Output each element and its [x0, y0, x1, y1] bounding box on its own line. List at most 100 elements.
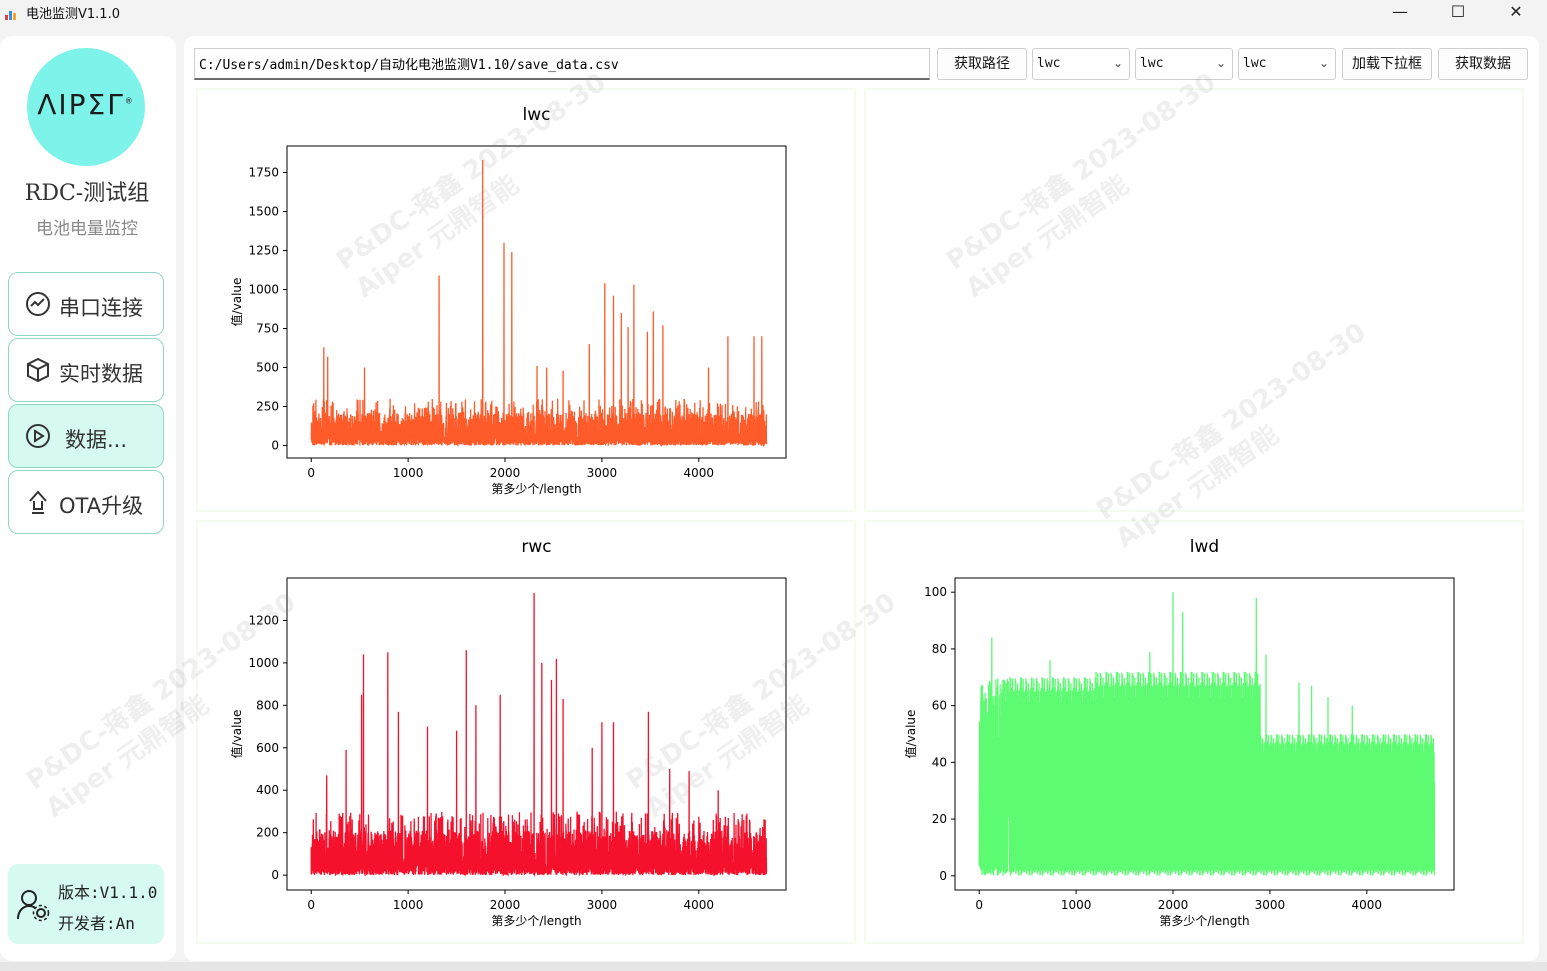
rwc-chart: rwc 0 1000 2000 3000 4000 0 200 400 600 800 1000 120… — [229, 537, 787, 928]
nav-label: 实时数据 — [59, 362, 143, 386]
chevron-down-icon: ⌄ — [1215, 56, 1226, 70]
nav-label: OTA升级 — [59, 494, 144, 518]
lwd-chart: lwd 0 1000 2000 3000 4000 0 20 40 60 80 100 第多少个/len… — [903, 537, 1455, 928]
chart-title: rwc — [521, 537, 551, 557]
y-tick-label: 400 — [256, 783, 279, 797]
x-tick-label: 4000 — [684, 466, 715, 480]
y-tick-label: 100 — [924, 585, 947, 599]
window-title: 电池监测V1.1.0 — [26, 7, 120, 22]
version-label: 版本:V1.1.0 — [58, 883, 158, 902]
data-series-line — [310, 592, 768, 878]
x-tick-label: 3000 — [587, 898, 618, 912]
plot-frame — [954, 577, 1455, 891]
x-tick-label: 2000 — [490, 898, 521, 912]
y-axis-label: 值/value — [229, 278, 244, 327]
chart-title: lwd — [1190, 537, 1219, 557]
y-tick-label: 1000 — [248, 283, 279, 297]
y-tick-label: 60 — [932, 699, 947, 713]
series-select-3[interactable]: lwc ⌄ — [1238, 48, 1336, 80]
y-tick-label: 80 — [932, 642, 947, 656]
select-value: lwc — [1140, 56, 1164, 71]
nav-data-button[interactable]: 数据... — [8, 404, 164, 468]
x-tick-label: 1000 — [393, 466, 424, 480]
x-tick-label: 2000 — [1158, 898, 1189, 912]
nav-realtime-data-button[interactable]: 实时数据 — [8, 338, 164, 402]
y-tick-label: 1250 — [248, 244, 279, 258]
x-tick-label: 1000 — [1061, 898, 1092, 912]
x-tick-label: 1000 — [393, 898, 424, 912]
nav-ota-upgrade-button[interactable]: OTA升级 — [8, 470, 164, 534]
chart-circle-icon — [26, 292, 50, 316]
x-tick-label: 0 — [975, 898, 983, 912]
x-tick-label: 0 — [307, 898, 315, 912]
y-tick-label: 250 — [256, 400, 279, 414]
plot-panel-top-right-empty — [864, 88, 1524, 512]
get-data-button[interactable]: 获取数据 — [1438, 48, 1528, 80]
nav-serial-connection-button[interactable]: 串口连接 — [8, 272, 164, 336]
y-tick-label: 20 — [932, 812, 947, 826]
plot-panel-top-left: lwc 0 1000 2000 3000 4000 0 250 500 750 1000 1250 15… — [196, 88, 856, 512]
y-tick-label: 0 — [271, 439, 279, 453]
logo-text: ΛIPΣΓ® — [37, 88, 135, 121]
plot-frame — [286, 145, 787, 459]
y-tick-label: 1750 — [248, 166, 279, 180]
x-axis-label: 第多少个/length — [1159, 914, 1249, 928]
x-tick-label: 2000 — [490, 466, 521, 480]
aiper-logo: ΛIPΣΓ® — [27, 48, 145, 166]
y-tick-label: 40 — [932, 755, 947, 769]
x-tick-label: 4000 — [1352, 898, 1383, 912]
series-select-1[interactable]: lwc ⌄ — [1032, 48, 1130, 80]
plot-panel-bottom-right: lwd 0 1000 2000 3000 4000 0 20 40 60 80 100 第多少个/len… — [864, 520, 1524, 944]
minimize-button[interactable]: — — [1392, 2, 1408, 21]
x-tick-label: 0 — [307, 466, 315, 480]
series-select-2[interactable]: lwc ⌄ — [1135, 48, 1233, 80]
y-tick-label: 1000 — [248, 656, 279, 670]
select-value: lwc — [1037, 56, 1061, 71]
developer-label: 开发者:An — [58, 914, 135, 933]
status-strip — [0, 962, 1547, 971]
version-info: 版本:V1.1.0 开发者:An — [8, 864, 164, 944]
chevron-down-icon: ⌄ — [1318, 56, 1329, 70]
y-tick-label: 200 — [256, 826, 279, 840]
x-tick-label: 3000 — [587, 466, 618, 480]
load-dropdown-button[interactable]: 加载下拉框 — [1342, 48, 1432, 80]
close-button[interactable]: ✕ — [1509, 2, 1523, 21]
team-title: RDC-测试组 — [24, 181, 150, 206]
y-tick-label: 1200 — [248, 613, 279, 627]
upload-arrow-icon — [29, 490, 47, 514]
maximize-button[interactable]: ☐ — [1450, 2, 1466, 21]
y-axis-label: 值/value — [903, 710, 918, 759]
y-tick-label: 600 — [256, 741, 279, 755]
x-axis-label: 第多少个/length — [491, 482, 581, 496]
select-value: lwc — [1243, 56, 1267, 71]
app-subtitle: 电池电量监控 — [36, 219, 138, 239]
chevron-down-icon: ⌄ — [1112, 56, 1123, 70]
play-circle-icon — [26, 424, 50, 448]
y-tick-label: 1500 — [248, 205, 279, 219]
get-path-button[interactable]: 获取路径 — [937, 48, 1027, 80]
plot-panel-bottom-left: rwc 0 1000 2000 3000 4000 0 200 400 600 800 1000 120… — [196, 520, 856, 944]
y-tick-label: 0 — [271, 868, 279, 882]
x-axis-label: 第多少个/length — [491, 914, 581, 928]
chart-title: lwc — [523, 105, 551, 125]
nav-label: 数据... — [65, 428, 128, 452]
main-panel: 获取路径 lwc ⌄ lwc ⌄ lwc ⌄ 加载下拉框 获取数据 lwc 0 10… — [184, 36, 1539, 961]
file-path-input[interactable] — [194, 48, 930, 80]
x-tick-label: 4000 — [684, 898, 715, 912]
cube-icon — [27, 357, 49, 383]
y-tick-label: 0 — [939, 869, 947, 883]
sidebar: ΛIPΣΓ® RDC-测试组 电池电量监控 串口连接 实时数据 数据... OT… — [0, 36, 176, 961]
app-bar-chart-icon — [5, 8, 19, 20]
data-series-line — [310, 159, 768, 448]
y-axis-label: 值/value — [229, 710, 244, 759]
x-tick-label: 3000 — [1255, 898, 1286, 912]
nav-label: 串口连接 — [59, 296, 143, 320]
title-bar: 电池监测V1.1.0 — ☐ ✕ — [0, 0, 1547, 30]
y-tick-label: 500 — [256, 361, 279, 375]
plot-frame — [286, 577, 787, 891]
y-tick-label: 800 — [256, 698, 279, 712]
y-tick-label: 750 — [256, 322, 279, 336]
lwc-chart: lwc 0 1000 2000 3000 4000 0 250 500 750 1000 1250 15… — [229, 105, 787, 496]
data-series-line — [978, 592, 1436, 876]
user-settings-icon — [17, 890, 50, 922]
